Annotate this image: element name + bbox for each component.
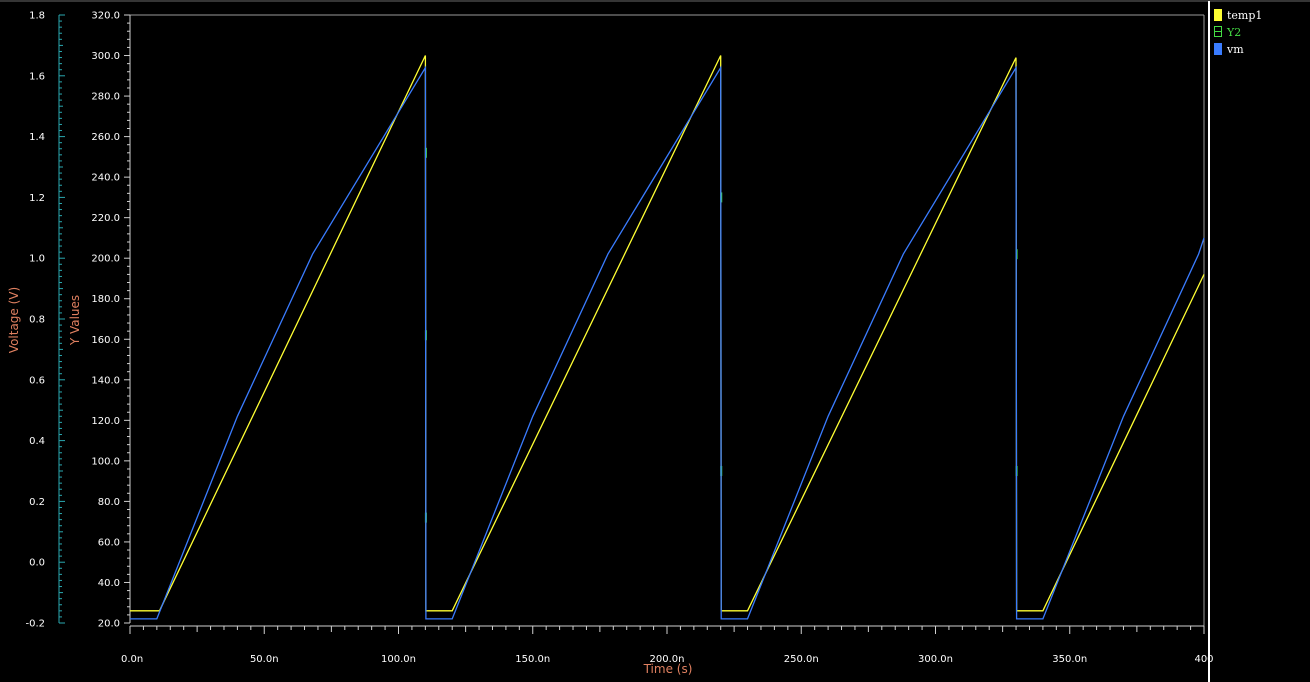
legend-swatch-temp1 [1214,9,1222,21]
values-tick-label: 280.0 [91,92,120,103]
values-tick-label: 240.0 [91,173,120,184]
time-axis: 0.0n 50.0n 100.0n 150.0n 200.0n 250.0n 300.0n 3… [121,625,1214,665]
time-tick-label: 300.0n [918,654,953,665]
voltage-tick-label: 0.8 [29,315,45,326]
voltage-tick-label: 1.8 [29,11,45,22]
values-axis: 20.0 40.0 60.0 80.0 100.0 120.0 140.0 160.0 180.… [91,11,131,630]
values-tick-label: 160.0 [91,335,120,346]
values-tick-label: 20.0 [98,619,120,630]
voltage-axis-title: Voltage (V) [7,287,21,353]
time-tick-label: 50.0n [250,654,279,665]
values-tick-label: 300.0 [91,51,120,62]
voltage-tick-label: 0.2 [29,497,45,508]
values-axis-title: Y Values [68,295,82,346]
values-tick-label: 40.0 [98,578,120,589]
values-tick-label: 120.0 [91,416,120,427]
time-tick-label: 150.0n [515,654,550,665]
legend-swatch-Y2 [1214,26,1222,37]
voltage-axis: -0.2 0.0 0.2 0.4 0.6 0.8 1.0 1.2 1.4 1.6 1.8 [25,11,65,630]
series-layer [130,55,1205,620]
legend-label-temp1: temp1 [1227,9,1262,22]
values-tick-label: 200.0 [91,254,120,265]
time-axis-title: Time (s) [643,662,693,676]
legend-label-vm: vm [1226,43,1244,56]
voltage-tick-label: 1.0 [29,254,45,265]
legend-label-Y2: Y2 [1226,26,1241,39]
values-tick-label: 320.0 [91,11,120,22]
voltage-tick-label: -0.2 [25,619,45,630]
voltage-tick-label: 1.6 [29,71,45,82]
voltage-tick-label: 1.2 [29,193,45,204]
legend-divider [1208,1,1210,682]
time-tick-label: 250.0n [784,654,819,665]
voltage-tick-label: 0.0 [29,558,45,569]
time-tick-label: 400 [1194,654,1213,665]
values-tick-label: 220.0 [91,213,120,224]
time-tick-label: 350.0n [1052,654,1087,665]
voltage-tick-label: 0.4 [29,436,45,447]
values-tick-label: 140.0 [91,375,120,386]
voltage-tick-label: 0.6 [29,375,45,386]
values-tick-label: 260.0 [91,132,120,143]
voltage-tick-label: 1.4 [29,132,45,143]
vm-series-line [130,65,1205,620]
time-tick-label: 200.0n [650,654,685,665]
values-tick-label: 180.0 [91,294,120,305]
values-tick-label: 80.0 [98,497,120,508]
legend: temp1 Y2 vm [1214,9,1262,56]
time-tick-label: 100.0n [381,654,416,665]
legend-swatch-vm [1214,43,1222,55]
values-tick-label: 100.0 [91,456,120,467]
values-tick-label: 60.0 [98,537,120,548]
time-tick-label: 0.0n [121,654,143,665]
